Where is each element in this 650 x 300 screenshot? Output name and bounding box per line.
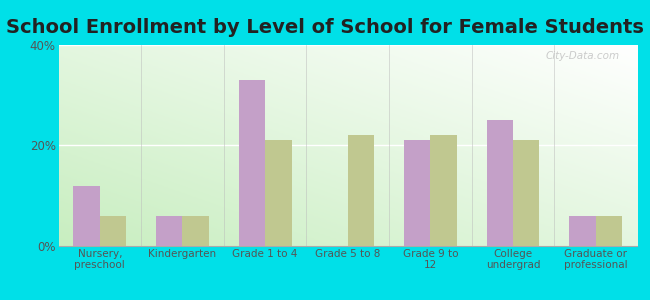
Bar: [487, 120, 513, 246]
Bar: [239, 80, 265, 246]
Bar: [100, 216, 126, 246]
Bar: [73, 186, 100, 246]
Bar: [183, 216, 209, 246]
Bar: [595, 216, 622, 246]
Text: School Enrollment by Level of School for Female Students: School Enrollment by Level of School for…: [6, 18, 644, 37]
Bar: [569, 216, 595, 246]
Text: City-Data.com: City-Data.com: [545, 51, 619, 61]
Bar: [348, 135, 374, 246]
Bar: [430, 135, 457, 246]
Bar: [513, 140, 540, 246]
Bar: [156, 216, 183, 246]
Bar: [404, 140, 430, 246]
Bar: [265, 140, 292, 246]
